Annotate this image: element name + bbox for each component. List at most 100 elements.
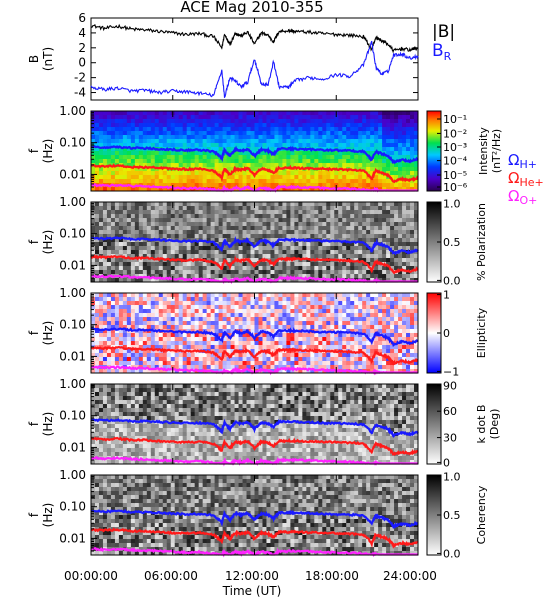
spectrogram-cell [198,131,204,136]
spectrogram-cell [154,175,160,180]
spectrogram-cell [154,127,160,132]
spectrogram-cell [382,337,387,342]
spectrogram-cell [310,309,315,314]
spectrogram-cell [358,218,363,223]
spectrogram-cell [278,226,283,231]
spectrogram-cell [158,317,164,322]
spectrogram-cell [378,202,383,207]
spectrogram-cell [282,206,287,211]
spectrogram-cell [286,151,291,156]
spectrogram-cell [98,131,104,136]
spectrogram-cell [98,369,104,374]
spectrogram-cell [242,218,248,223]
spectrogram-cell [334,222,339,227]
spectrogram-cell [170,325,176,330]
spectrogram-cell [374,305,379,310]
spectrogram-cell [342,309,347,314]
spectrogram-cell [306,123,311,128]
spectrogram-cell [278,206,283,211]
spectrogram-cell [398,210,403,215]
spectrogram-cell [194,179,200,184]
spectrogram-cell [178,111,184,116]
spectrogram-cell [318,139,323,144]
spectrogram-cell [186,206,192,211]
spectrogram-cell [122,143,128,148]
spectrogram-cell [326,266,331,271]
spectrogram-cell [310,202,315,207]
spectrogram-cell [394,242,399,247]
spectrogram-cell [294,151,299,156]
spectrogram-cell [134,345,140,350]
spectrogram-cell [406,278,411,283]
spectrogram-cell [346,202,351,207]
spectrogram-cell [410,210,415,215]
spectrogram-cell [150,325,156,330]
spectrogram-cell [310,131,315,136]
spectrogram-cell [226,313,232,318]
spectrogram-cell [250,183,255,188]
spectrogram-cell [398,258,403,263]
spectrogram-cell [302,151,307,156]
spectrogram-cell [414,274,419,279]
spectrogram-cell [414,278,419,283]
spectrogram-cell [194,266,200,271]
spectrogram-cell [102,321,108,326]
spectrogram-cell [170,159,176,164]
spectrogram-cell [274,345,279,350]
spectrogram-cell [410,155,415,160]
spectrogram-cell [402,246,407,251]
spectrogram-cell [290,337,295,342]
spectrogram-cell [334,131,339,136]
spectrogram-cell [374,179,379,184]
spectrogram-cell [178,226,184,231]
spectrogram-cell [266,329,271,334]
spectrogram-cell [190,361,196,366]
spectrogram-cell [402,266,407,271]
spectrogram-cell [166,345,172,350]
spectrogram-cell [110,135,116,140]
spectrogram-cell [282,361,287,366]
spectrogram-cell [118,206,124,211]
spectrogram-cell [194,111,200,116]
spectrogram-cell [194,301,200,306]
spectrogram-cell [294,210,299,215]
freq-y-tick-label: 0.01 [59,167,86,181]
spectrogram-cell [354,131,359,136]
spectrogram-cell [154,297,160,302]
spectrogram-cell [226,218,232,223]
spectrogram-cell [210,123,216,128]
spectrogram-cell [250,123,255,128]
spectrogram-cell [198,119,204,124]
spectrogram-cell [230,131,236,136]
spectrogram-cell [370,119,375,124]
spectrogram-cell [230,361,236,366]
spectrogram-cell [258,313,263,318]
spectrogram-cell [258,206,263,211]
spectrogram-cell [110,262,116,267]
spectrogram-cell [138,329,144,334]
spectrogram-cell [294,357,299,362]
spectrogram-cell [234,119,240,124]
spectrogram-cell [174,270,180,275]
spectrogram-cell [370,274,375,279]
spectrogram-cell [362,155,367,160]
spectrogram-cell [230,115,236,120]
spectrogram-cell [182,159,188,164]
spectrogram-cell [378,127,383,132]
spectrogram-cell [274,131,279,136]
spectrogram-cell [91,341,96,346]
spectrogram-cell [290,183,295,188]
spectrogram-cell [146,119,152,124]
spectrogram-cell [282,139,287,144]
spectrogram-cell [226,147,232,152]
spectrogram-cell [242,171,248,176]
spectrogram-cell [394,238,399,243]
spectrogram-cell [358,341,363,346]
spectrogram-cell [178,305,184,310]
spectrogram-cell [122,214,128,219]
spectrogram-cell [346,361,351,366]
spectrogram-cell [326,274,331,279]
spectrogram-cell [98,333,104,338]
spectrogram-cell [110,242,116,247]
spectrogram-cell [398,167,403,172]
